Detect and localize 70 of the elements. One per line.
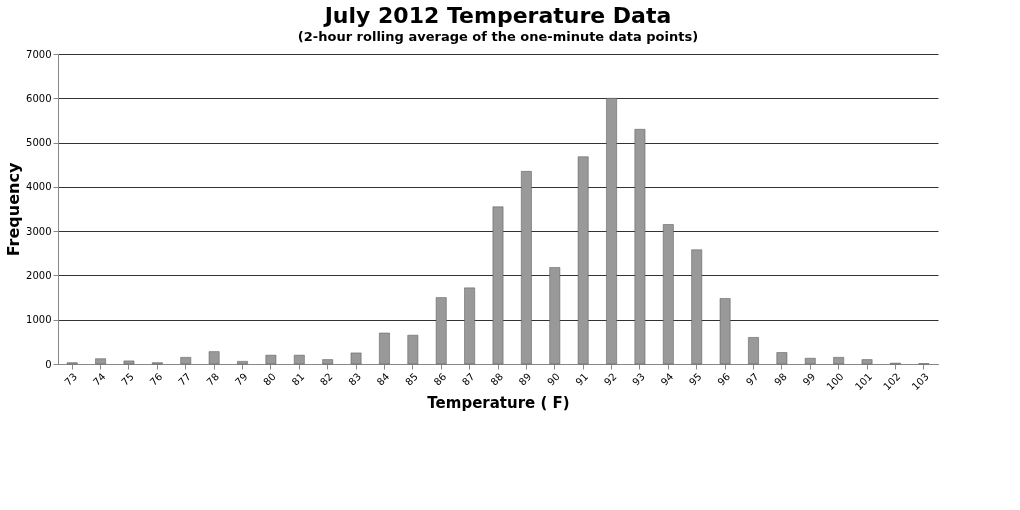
bar [237,361,248,365]
bar [407,334,419,365]
bar [435,297,447,365]
bar [634,129,646,365]
x-tick-label: 87 [459,370,477,388]
bar [719,298,731,365]
bar [95,358,106,365]
x-tick-label: 86 [431,370,449,388]
x-tick-label: 95 [687,370,704,388]
x-tick-label: 100 [824,370,846,393]
x-tick-label: 88 [488,370,506,388]
x-tick-label: 91 [573,370,591,388]
bar [492,206,504,365]
x-tick-label: 102 [881,370,903,393]
y-tick-label: 1000 [26,314,52,326]
x-tick-label: 76 [147,370,165,388]
bar [662,224,674,365]
bar [265,354,277,365]
x-tick-label: 75 [119,370,137,388]
y-tick-label: 7000 [26,48,52,60]
x-tick-label: 92 [601,370,619,388]
bar [833,357,844,365]
bar [549,267,561,365]
x-tick-label: 94 [658,370,676,388]
y-tick-label: 3000 [26,225,52,237]
x-tick-label: 90 [545,370,562,388]
bar [521,171,532,365]
chart-subtitle: (2-hour rolling average of the one-minute data points) [297,29,699,44]
y-tick-label: 0 [45,358,52,370]
bar [180,357,192,365]
y-tick-label: 6000 [26,92,52,104]
x-tick-label: 93 [630,370,648,388]
x-tick-label: 103 [909,370,931,393]
y-tick-label: 2000 [26,269,52,281]
x-tick-label: 83 [346,370,364,388]
bar [123,360,135,365]
x-tick-label: 81 [289,370,307,388]
bar [464,287,475,365]
chart-title: July 2012 Temperature Data [322,3,672,28]
y-axis-title: Frequency [4,162,24,257]
bar [379,332,390,365]
x-tick-label: 96 [715,370,733,388]
bar [691,249,703,365]
y-tick-label: 5000 [26,137,52,149]
bar [606,98,617,365]
x-tick-label: 85 [403,370,420,388]
x-tick-label: 79 [232,370,250,388]
x-tick-label: 78 [204,370,222,388]
x-tick-label: 82 [317,370,335,388]
bar [861,359,873,365]
x-tick-label: 99 [800,370,818,388]
x-axis-title: Temperature ( F) [427,394,570,413]
x-tick-label: 84 [374,370,392,388]
bar [776,352,788,365]
bar [748,337,759,365]
x-tick-label: 89 [516,370,534,388]
bar [577,156,589,365]
bar [208,351,220,365]
x-tick-label: 80 [261,370,278,388]
bar [293,354,305,365]
bar [804,357,816,365]
x-tick-label: 97 [743,370,761,388]
y-tick-label: 4000 [26,181,52,193]
x-tick-label: 73 [62,370,80,388]
x-tick-label: 98 [772,370,789,388]
x-tick-label: 74 [90,370,108,388]
bar [350,352,362,365]
bar [322,359,334,365]
x-tick-label: 77 [176,370,193,388]
x-tick-label: 101 [852,370,875,393]
